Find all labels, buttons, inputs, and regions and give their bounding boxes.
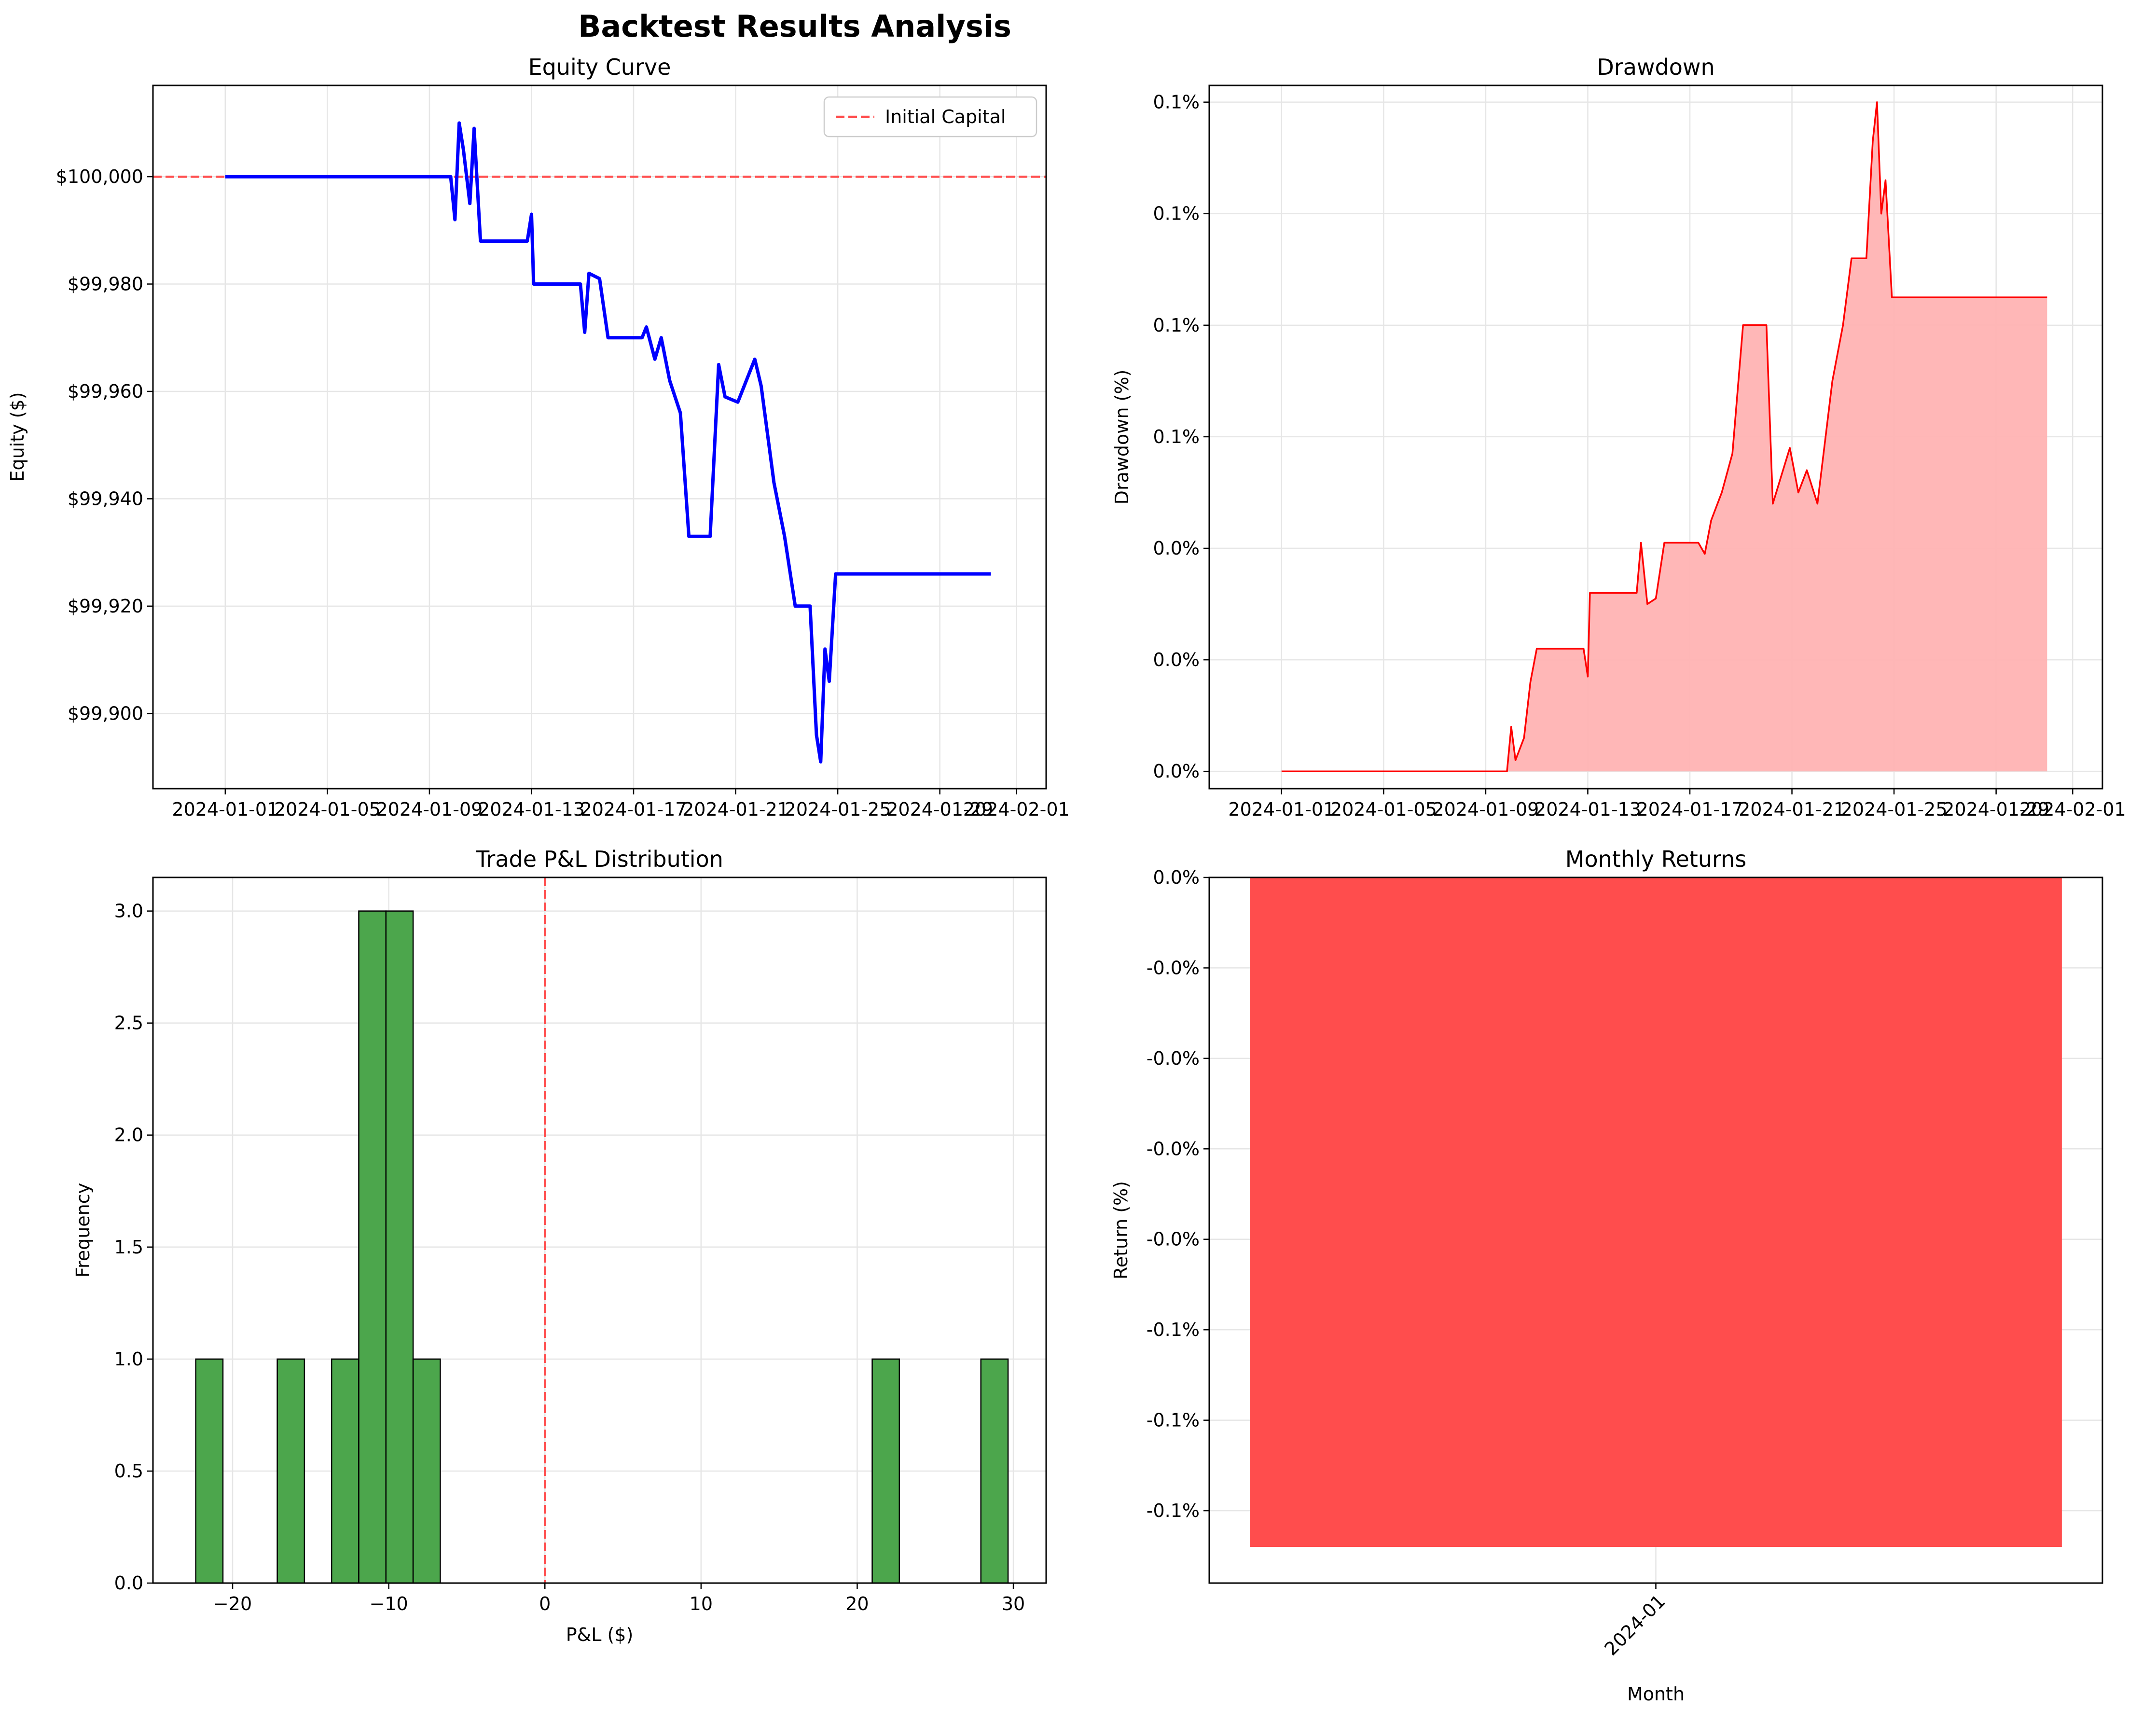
histogram-bar xyxy=(276,1358,305,1584)
histogram-bar xyxy=(980,1358,1009,1584)
y-tick-label: -0.0% xyxy=(1147,1048,1200,1069)
monthly-return-bar xyxy=(1250,877,2062,1547)
x-axis-label: Month xyxy=(1627,1683,1685,1705)
y-tick-label: 2.0 xyxy=(114,1125,143,1146)
chart-title: Equity Curve xyxy=(528,54,671,80)
x-tick-label: 2024-01-05 xyxy=(1330,799,1437,820)
chart-title: Monthly Returns xyxy=(1565,846,1746,872)
y-tick-label: 0.1% xyxy=(1153,92,1200,113)
figure-suptitle: Backtest Results Analysis xyxy=(578,9,1011,44)
axes-frame xyxy=(152,876,1047,1584)
y-tick-label: $99,960 xyxy=(68,381,143,402)
x-tick-label: 2024-02-01 xyxy=(2019,799,2126,820)
y-tick-label: -0.1% xyxy=(1147,1319,1200,1340)
x-tick-label: 2024-01-29 xyxy=(886,799,993,820)
y-tick-label: 0.1% xyxy=(1153,426,1200,447)
y-tick-label: 0.0% xyxy=(1153,538,1200,559)
x-tick-label: 10 xyxy=(690,1593,713,1614)
x-tick-label: 2024-01-13 xyxy=(478,799,585,820)
y-tick-label: $99,920 xyxy=(68,596,143,617)
y-axis-label: Return (%) xyxy=(1110,1181,1132,1279)
x-tick-label: 2024-01-25 xyxy=(785,799,891,820)
y-tick-label: 0.1% xyxy=(1153,203,1200,224)
x-tick-label: 2024-01-25 xyxy=(1841,799,1948,820)
x-tick-label: 20 xyxy=(845,1593,869,1614)
y-tick-label: $99,900 xyxy=(68,703,143,724)
y-tick-label: -0.0% xyxy=(1147,1229,1200,1250)
chart-panel-0: 2024-01-012024-01-052024-01-092024-01-13… xyxy=(7,54,1070,820)
x-tick-label: 2024-01-17 xyxy=(580,799,687,820)
x-axis-label: P&L ($) xyxy=(566,1624,634,1645)
histogram-bar xyxy=(871,1358,900,1584)
x-tick-label: 2024-02-01 xyxy=(963,799,1070,820)
y-axis-label: Equity ($) xyxy=(7,392,28,482)
x-tick-label: −20 xyxy=(213,1593,252,1614)
equity-series-line xyxy=(225,121,991,764)
x-tick-label: 0 xyxy=(539,1593,551,1614)
x-tick-label: 2024-01-17 xyxy=(1637,799,1743,820)
x-tick-label: 2024-01-09 xyxy=(1433,799,1539,820)
x-tick-label: 2024-01-09 xyxy=(376,799,483,820)
y-axis-label: Frequency xyxy=(72,1183,94,1278)
y-tick-label: 3.0 xyxy=(114,901,143,922)
axes-frame xyxy=(152,84,1047,790)
y-axis-label: Drawdown (%) xyxy=(1111,370,1133,505)
x-tick-label: 2024-01-21 xyxy=(682,799,789,820)
y-tick-label: 0.5 xyxy=(114,1460,143,1482)
y-tick-label: 0.0% xyxy=(1153,649,1200,670)
x-tick-label: 2024-01-01 xyxy=(172,799,278,820)
legend-box xyxy=(823,96,1037,138)
histogram-bar xyxy=(385,910,414,1584)
chart-title: Trade P&L Distribution xyxy=(475,846,723,872)
x-tick-label: 2024-01-01 xyxy=(1228,799,1335,820)
y-tick-label: 0.1% xyxy=(1153,315,1200,336)
y-tick-label: $99,980 xyxy=(68,274,143,295)
x-tick-label: −10 xyxy=(370,1593,408,1614)
y-tick-label: -0.1% xyxy=(1147,1500,1200,1521)
chart-panel-1: 2024-01-012024-01-052024-01-092024-01-13… xyxy=(1111,54,2126,820)
histogram-bar xyxy=(195,1358,224,1584)
x-tick-label: 2024-01-29 xyxy=(1943,799,2049,820)
x-tick-label: 2024-01-21 xyxy=(1739,799,1845,820)
chart-title: Drawdown xyxy=(1597,54,1714,80)
y-tick-label: 0.0 xyxy=(114,1572,143,1594)
y-tick-label: -0.0% xyxy=(1147,1138,1200,1159)
histogram-bar xyxy=(358,910,387,1584)
drawdown-area xyxy=(1281,102,2047,772)
y-tick-label: 1.5 xyxy=(114,1237,143,1258)
x-tick-label: 2024-01-13 xyxy=(1534,799,1641,820)
y-tick-label: 2.5 xyxy=(114,1013,143,1034)
x-tick-label: 2024-01-05 xyxy=(274,799,381,820)
y-tick-label: 0.0% xyxy=(1153,867,1200,888)
y-tick-label: $99,940 xyxy=(68,488,143,509)
chart-panel-2: −20 −10 0 10 20 30 0.0 0.5 1.0 1.5 2.0 2.5 3.0 Trade … xyxy=(72,846,1047,1645)
y-tick-label: -0.0% xyxy=(1147,957,1200,978)
y-tick-label: -0.1% xyxy=(1147,1410,1200,1431)
y-tick-label: 1.0 xyxy=(114,1349,143,1370)
y-tick-label: $100,000 xyxy=(56,166,143,187)
drawdown-series-line xyxy=(1281,101,2047,772)
legend-entry: Initial Capital xyxy=(885,106,1006,127)
histogram-bar xyxy=(412,1358,441,1584)
x-tick-label: 30 xyxy=(1002,1593,1025,1614)
histogram-bar xyxy=(331,1358,359,1584)
y-tick-label: 0.0% xyxy=(1153,761,1200,782)
